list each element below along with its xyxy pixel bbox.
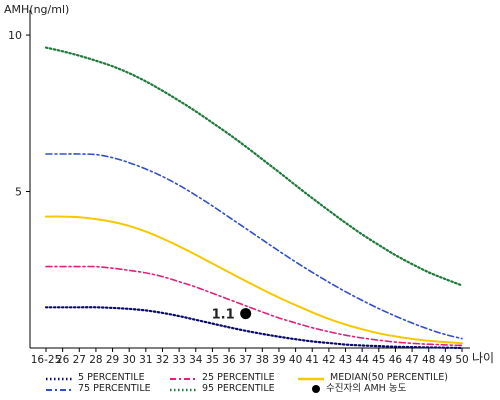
x-tick-label: 37 <box>239 354 252 366</box>
x-axis-label: 나이 <box>472 351 494 365</box>
x-tick-label: 28 <box>89 354 102 366</box>
patient-point <box>240 308 252 320</box>
x-axis: 나이 <box>30 347 494 365</box>
x-tick-label: 44 <box>355 354 369 366</box>
legend-label-patient: 수진자의 AMH 농도 <box>326 383 407 394</box>
x-tick-label: 36 <box>222 354 236 366</box>
y-axis: AMH(ng/ml) <box>4 3 69 348</box>
y-tick-label: 5 <box>15 186 22 199</box>
x-tick-label: 42 <box>322 354 335 366</box>
series-line-3 <box>45 215 463 345</box>
y-ticks: 5 10 <box>8 29 30 199</box>
x-tick-label: 40 <box>289 354 302 366</box>
x-tick-label: 32 <box>156 354 169 366</box>
legend-label-p5: 5 PERCENTILE <box>78 372 145 383</box>
x-tick-label: 39 <box>272 354 285 366</box>
series-layer <box>44 46 464 350</box>
patient-point-layer: 1.1 <box>212 308 252 323</box>
x-tick-label: 43 <box>339 354 352 366</box>
x-tick-label: 38 <box>256 354 269 366</box>
legend-label-p25: 25 PERCENTILE <box>202 372 275 383</box>
x-tick-label: 33 <box>172 354 185 366</box>
x-tick-label: 50 <box>455 354 468 366</box>
x-tick-label: 26 <box>56 354 70 366</box>
x-tick-label: 16-25 <box>31 354 62 366</box>
x-tick-label: 27 <box>73 354 86 366</box>
y-tick-label: 10 <box>8 29 22 42</box>
legend-label-median: MEDIAN(50 PERCENTILE) <box>330 372 448 383</box>
x-tick-label: 46 <box>389 354 403 366</box>
series-line-4 <box>45 153 463 340</box>
series-line-2 <box>45 265 463 347</box>
x-tick-label: 49 <box>439 354 452 366</box>
x-tick-label: 41 <box>306 354 319 366</box>
x-tick-label: 45 <box>372 354 385 366</box>
legend: 5 PERCENTILE 75 PERCENTILE 25 PERCENTILE… <box>0 370 500 400</box>
x-tick-label: 31 <box>139 354 152 366</box>
x-tick-label: 47 <box>405 354 418 366</box>
patient-marker-icon <box>312 385 320 393</box>
x-tick-label: 30 <box>123 354 136 366</box>
legend-label-p75: 75 PERCENTILE <box>78 383 151 394</box>
series-line-5 <box>44 46 464 287</box>
x-tick-label: 48 <box>422 354 435 366</box>
legend-label-p95: 95 PERCENTILE <box>202 383 275 394</box>
series-line-1 <box>44 306 464 350</box>
x-tick-label: 34 <box>189 354 203 366</box>
x-tick-label: 29 <box>106 354 119 366</box>
y-axis-label: AMH(ng/ml) <box>4 3 69 16</box>
patient-point-label: 1.1 <box>212 308 235 323</box>
x-tick-label: 35 <box>206 354 219 366</box>
